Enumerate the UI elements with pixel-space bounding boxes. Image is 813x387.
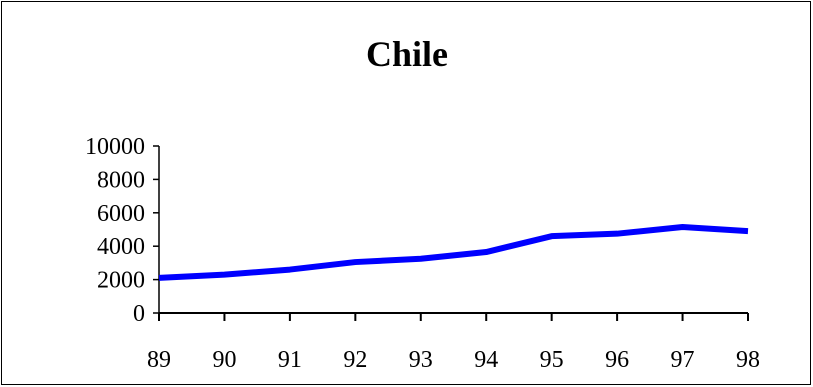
- x-tick-label: 95: [540, 347, 564, 373]
- x-tick-label: 89: [147, 347, 171, 373]
- x-tick-label: 98: [736, 347, 760, 373]
- y-axis-ticks: 0 2000 4000 6000 8000 10000: [85, 134, 159, 327]
- axes: [158, 146, 748, 314]
- x-tick-label: 96: [605, 347, 629, 373]
- y-tick-label: 8000: [97, 167, 145, 193]
- x-tick-label: 90: [212, 347, 236, 373]
- y-tick-label: 6000: [97, 201, 145, 227]
- y-tick-label: 2000: [97, 268, 145, 294]
- series-line: [158, 223, 749, 281]
- series-group: [158, 223, 749, 281]
- y-tick-label: 10000: [85, 134, 145, 160]
- x-tick-label: 93: [409, 347, 433, 373]
- y-tick-label: 4000: [97, 234, 145, 260]
- chart-title: Chile: [365, 34, 448, 74]
- x-tick-label: 94: [474, 347, 498, 373]
- x-tick-label: 91: [278, 347, 302, 373]
- x-tick-label: 92: [343, 347, 367, 373]
- y-tick-label: 0: [133, 301, 145, 327]
- x-axis-ticks: 89 90 91 92 93 94 95 96 97 98: [147, 313, 760, 373]
- x-tick-label: 97: [671, 347, 695, 373]
